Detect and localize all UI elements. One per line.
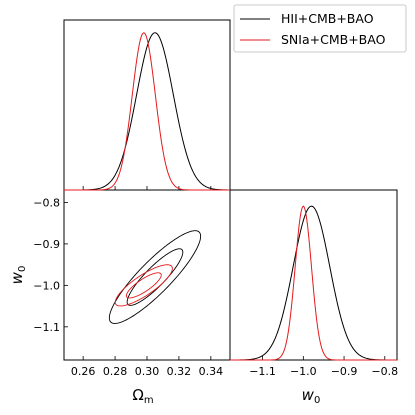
legend-label-hii: HII+CMB+BAO: [281, 11, 374, 26]
panel-omega-w0-2d: [63, 189, 231, 361]
legend-box: [233, 4, 407, 53]
x-tick-label-omega: 0.34: [199, 365, 224, 378]
x-axis-label-w0: w0: [302, 386, 321, 406]
panel-w0-1d: [229, 189, 398, 361]
x-axis-label-omega: Ωm: [132, 386, 153, 406]
x-tick-label-omega: 0.26: [71, 365, 96, 378]
legend: HII+CMB+BAO SNIa+CMB+BAO: [233, 4, 407, 53]
y-tick-label-w0: −1.0: [33, 279, 60, 292]
marginal-omega-hii: [64, 32, 230, 191]
y-tick-label-w0: −0.9: [33, 238, 60, 251]
x-tick-label-w0: −0.9: [331, 365, 358, 378]
marginal-omega-snia: [64, 32, 230, 191]
y-axis-label-w0: w0: [8, 266, 28, 285]
panels: [63, 19, 398, 361]
contour-snia-2sigma: [114, 264, 173, 307]
tick-labels: 0.26 0.28 0.30 0.32 0.34 −1.1 −1.0 −0.9 −0.8 −1.1…: [33, 196, 398, 378]
marginal-w0-hii: [230, 205, 397, 361]
contour-hii-2sigma: [108, 230, 202, 324]
y-tick-label-w0: −0.8: [33, 196, 60, 209]
legend-label-snia: SNIa+CMB+BAO: [281, 32, 386, 47]
x-tick-label-omega: 0.28: [103, 365, 128, 378]
y-tick-label-w0: −1.1: [33, 321, 60, 334]
marginal-w0-snia: [230, 205, 397, 361]
x-tick-label-omega: 0.32: [167, 365, 192, 378]
x-tick-label-w0: −1.0: [290, 365, 317, 378]
contour-snia-1sigma: [125, 272, 162, 299]
curves: [64, 32, 397, 361]
x-tick-label-w0: −1.1: [249, 365, 276, 378]
x-tick-label-w0: −0.8: [371, 365, 398, 378]
x-tick-label-omega: 0.30: [135, 365, 160, 378]
